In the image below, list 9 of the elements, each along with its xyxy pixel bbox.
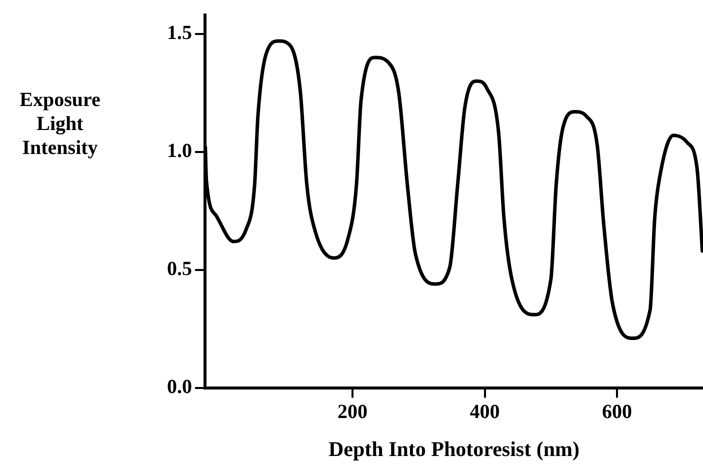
x-tick-label: 600: [602, 400, 632, 423]
y-tick-label: 1.0: [167, 140, 192, 162]
x-axis-title: Depth Into Photoresist (nm): [328, 436, 580, 461]
y-axis-title: Exposure Light Intensity: [20, 89, 100, 160]
x-tick-label: 200: [337, 400, 368, 423]
y-tick-label: 0.5: [167, 258, 192, 280]
x-tick-label: 400: [470, 400, 500, 423]
y-tick-label: 0.0: [167, 376, 192, 398]
y-tick-label: 1.5: [167, 22, 192, 44]
